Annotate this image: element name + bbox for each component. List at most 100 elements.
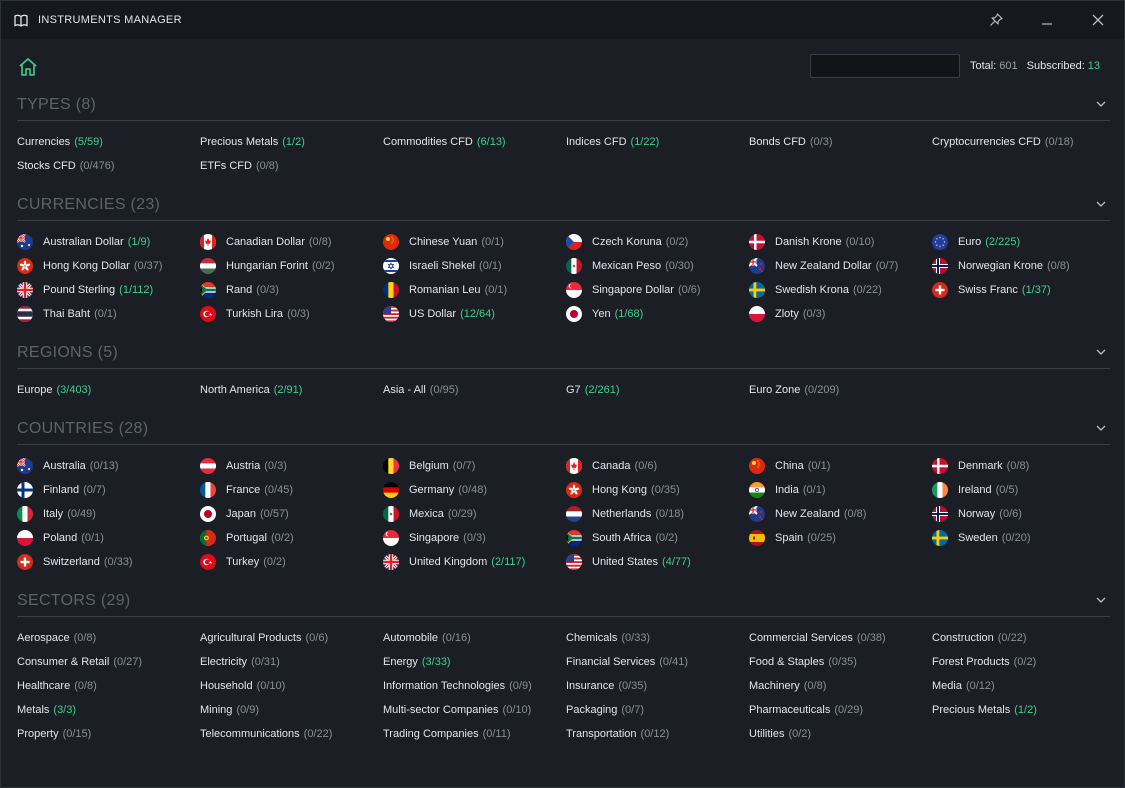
types-item-indices-cfd[interactable]: Indices CFD (1/22): [566, 130, 749, 154]
countries-item-mexica[interactable]: Mexica (0/29): [383, 502, 566, 526]
currencies-item-rand[interactable]: Rand (0/3): [200, 278, 383, 302]
sectors-item-pharmaceuticals[interactable]: Pharmaceuticals (0/29): [749, 698, 932, 722]
currencies-item-romanian-leu[interactable]: Romanian Leu (0/1): [383, 278, 566, 302]
regions-item-north-america[interactable]: North America (2/91): [200, 378, 383, 402]
countries-item-new-zealand[interactable]: New Zealand (0/8): [749, 502, 932, 526]
regions-item-asia-all[interactable]: Asia - All (0/95): [383, 378, 566, 402]
types-item-bonds-cfd[interactable]: Bonds CFD (0/3): [749, 130, 932, 154]
countries-item-germany[interactable]: Germany (0/48): [383, 478, 566, 502]
countries-item-denmark[interactable]: Denmark (0/8): [932, 454, 1115, 478]
countries-item-china[interactable]: China (0/1): [749, 454, 932, 478]
sectors-item-electricity[interactable]: Electricity (0/31): [200, 650, 383, 674]
currencies-item-swiss-franc[interactable]: Swiss Franc (1/37): [932, 278, 1115, 302]
home-button[interactable]: [17, 56, 39, 78]
sectors-item-utilities[interactable]: Utilities (0/2): [749, 722, 932, 746]
sectors-item-property[interactable]: Property (0/15): [17, 722, 200, 746]
pin-button[interactable]: [986, 10, 1006, 30]
section-header[interactable]: COUNTRIES (28): [17, 419, 1110, 445]
countries-item-united-states[interactable]: United States (4/77): [566, 550, 749, 574]
currencies-item-israeli-shekel[interactable]: Israeli Shekel (0/1): [383, 254, 566, 278]
countries-item-france[interactable]: France (0/45): [200, 478, 383, 502]
sectors-item-machinery[interactable]: Machinery (0/8): [749, 674, 932, 698]
chevron-down-icon[interactable]: [1094, 593, 1108, 607]
sectors-item-trading-companies[interactable]: Trading Companies (0/11): [383, 722, 566, 746]
sectors-item-packaging[interactable]: Packaging (0/7): [566, 698, 749, 722]
minimize-button[interactable]: [1037, 10, 1057, 30]
countries-item-italy[interactable]: Italy (0/49): [17, 502, 200, 526]
sectors-item-automobile[interactable]: Automobile (0/16): [383, 626, 566, 650]
close-button[interactable]: [1088, 10, 1108, 30]
currencies-item-singapore-dollar[interactable]: Singapore Dollar (0/6): [566, 278, 749, 302]
countries-item-canada[interactable]: Canada (0/6): [566, 454, 749, 478]
countries-item-portugal[interactable]: Portugal (0/2): [200, 526, 383, 550]
currencies-item-pound-sterling[interactable]: Pound Sterling (1/112): [17, 278, 200, 302]
countries-item-ireland[interactable]: Ireland (0/5): [932, 478, 1115, 502]
currencies-item-turkish-lira[interactable]: Turkish Lira (0/3): [200, 302, 383, 326]
countries-item-netherlands[interactable]: Netherlands (0/18): [566, 502, 749, 526]
types-item-cryptocurrencies-cfd[interactable]: Cryptocurrencies CFD (0/18): [932, 130, 1115, 154]
sectors-item-insurance[interactable]: Insurance (0/35): [566, 674, 749, 698]
countries-item-poland[interactable]: Poland (0/1): [17, 526, 200, 550]
currencies-item-us-dollar[interactable]: US Dollar (12/64): [383, 302, 566, 326]
section-header[interactable]: REGIONS (5): [17, 343, 1110, 369]
sectors-item-metals[interactable]: Metals (3/3): [17, 698, 200, 722]
countries-item-belgium[interactable]: Belgium (0/7): [383, 454, 566, 478]
currencies-item-hungarian-forint[interactable]: Hungarian Forint (0/2): [200, 254, 383, 278]
currencies-item-swedish-krona[interactable]: Swedish Krona (0/22): [749, 278, 932, 302]
regions-item-g7[interactable]: G7 (2/261): [566, 378, 749, 402]
types-item-precious-metals[interactable]: Precious Metals (1/2): [200, 130, 383, 154]
sectors-item-energy[interactable]: Energy (3/33): [383, 650, 566, 674]
sectors-item-media[interactable]: Media (0/12): [932, 674, 1115, 698]
types-item-etfs-cfd[interactable]: ETFs CFD (0/8): [200, 154, 383, 178]
types-item-currencies[interactable]: Currencies (5/59): [17, 130, 200, 154]
currencies-item-canadian-dollar[interactable]: Canadian Dollar (0/8): [200, 230, 383, 254]
countries-item-norway[interactable]: Norway (0/6): [932, 502, 1115, 526]
regions-item-euro-zone[interactable]: Euro Zone (0/209): [749, 378, 932, 402]
regions-item-europe[interactable]: Europe (3/403): [17, 378, 200, 402]
section-header[interactable]: CURRENCIES (23): [17, 195, 1110, 221]
countries-item-india[interactable]: India (0/1): [749, 478, 932, 502]
sectors-item-chemicals[interactable]: Chemicals (0/33): [566, 626, 749, 650]
chevron-down-icon[interactable]: [1094, 345, 1108, 359]
countries-item-south-africa[interactable]: South Africa (0/2): [566, 526, 749, 550]
currencies-item-norwegian-krone[interactable]: Norwegian Krone (0/8): [932, 254, 1115, 278]
countries-item-singapore[interactable]: Singapore (0/3): [383, 526, 566, 550]
sectors-item-consumer-and-retail[interactable]: Consumer & Retail (0/27): [17, 650, 200, 674]
currencies-item-danish-krone[interactable]: Danish Krone (0/10): [749, 230, 932, 254]
countries-item-sweden[interactable]: Sweden (0/20): [932, 526, 1115, 550]
section-header[interactable]: TYPES (8): [17, 95, 1110, 121]
section-header[interactable]: SECTORS (29): [17, 591, 1110, 617]
sectors-item-commercial-services[interactable]: Commercial Services (0/38): [749, 626, 932, 650]
chevron-down-icon[interactable]: [1094, 197, 1108, 211]
countries-item-switzerland[interactable]: Switzerland (0/33): [17, 550, 200, 574]
currencies-item-chinese-yuan[interactable]: Chinese Yuan (0/1): [383, 230, 566, 254]
sectors-item-agricultural-products[interactable]: Agricultural Products (0/6): [200, 626, 383, 650]
countries-item-spain[interactable]: Spain (0/25): [749, 526, 932, 550]
chevron-down-icon[interactable]: [1094, 97, 1108, 111]
currencies-item-australian-dollar[interactable]: Australian Dollar (1/9): [17, 230, 200, 254]
countries-item-japan[interactable]: Japan (0/57): [200, 502, 383, 526]
currencies-item-czech-koruna[interactable]: Czech Koruna (0/2): [566, 230, 749, 254]
filter-box[interactable]: [810, 54, 964, 78]
countries-item-finland[interactable]: Finland (0/7): [17, 478, 200, 502]
currencies-item-thai-baht[interactable]: Thai Baht (0/1): [17, 302, 200, 326]
types-item-stocks-cfd[interactable]: Stocks CFD (0/476): [17, 154, 200, 178]
countries-item-hong-kong[interactable]: Hong Kong (0/35): [566, 478, 749, 502]
countries-item-australia[interactable]: Australia (0/13): [17, 454, 200, 478]
sectors-item-forest-products[interactable]: Forest Products (0/2): [932, 650, 1115, 674]
sectors-item-aerospace[interactable]: Aerospace (0/8): [17, 626, 200, 650]
types-item-commodities-cfd[interactable]: Commodities CFD (6/13): [383, 130, 566, 154]
countries-item-united-kingdom[interactable]: United Kingdom (2/117): [383, 550, 566, 574]
sectors-item-food-and-staples[interactable]: Food & Staples (0/35): [749, 650, 932, 674]
currencies-item-hong-kong-dollar[interactable]: Hong Kong Dollar (0/37): [17, 254, 200, 278]
countries-item-turkey[interactable]: Turkey (0/2): [200, 550, 383, 574]
currencies-item-euro[interactable]: Euro (2/225): [932, 230, 1115, 254]
sectors-item-telecommunications[interactable]: Telecommunications (0/22): [200, 722, 383, 746]
filter-input[interactable]: [818, 60, 964, 72]
sectors-item-precious-metals[interactable]: Precious Metals (1/2): [932, 698, 1115, 722]
countries-item-austria[interactable]: Austria (0/3): [200, 454, 383, 478]
chevron-down-icon[interactable]: [1094, 421, 1108, 435]
sectors-item-healthcare[interactable]: Healthcare (0/8): [17, 674, 200, 698]
sectors-item-household[interactable]: Household (0/10): [200, 674, 383, 698]
sectors-item-construction[interactable]: Construction (0/22): [932, 626, 1115, 650]
